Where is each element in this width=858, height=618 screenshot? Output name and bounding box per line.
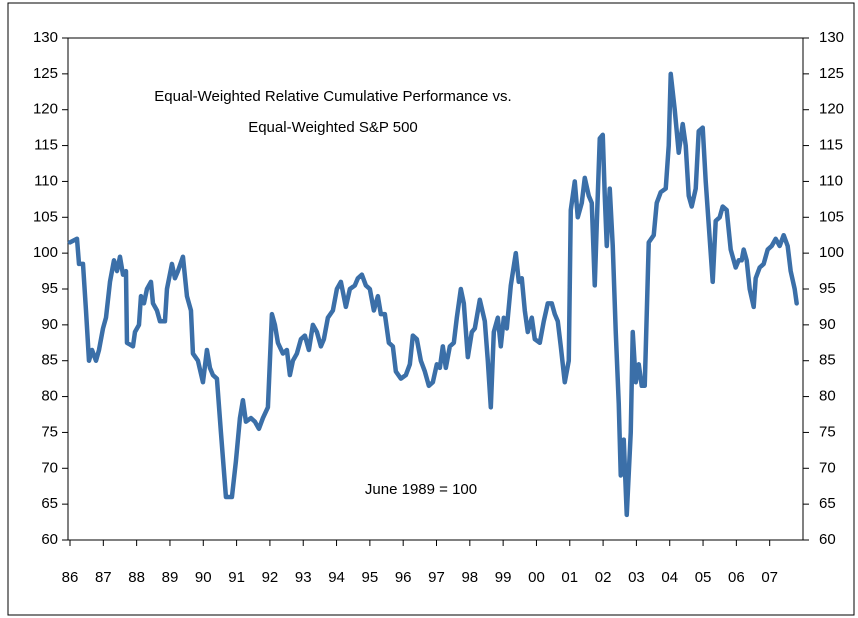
y2-tick-label: 90 [819, 316, 836, 333]
x-tick-label: 87 [95, 569, 112, 586]
y2-tick-label: 105 [819, 208, 844, 225]
y2-tick-label: 75 [819, 423, 836, 440]
x-tick-label: 86 [62, 569, 79, 586]
chart-border [7, 2, 855, 616]
x-tick-label: 89 [162, 569, 179, 586]
y-tick-label: 130 [33, 29, 58, 46]
x-tick-label: 96 [395, 569, 412, 586]
x-tick-label: 90 [195, 569, 212, 586]
y-tick-label: 100 [33, 244, 58, 261]
x-tick-label: 00 [528, 569, 545, 586]
y2-tick-label: 130 [819, 29, 844, 46]
series-line [67, 71, 799, 518]
x-tick-label: 07 [761, 569, 778, 586]
y-tick-label: 85 [41, 352, 58, 369]
x-tick-label: 01 [561, 569, 578, 586]
y2-tick-label: 65 [819, 495, 836, 512]
x-tick-label: 03 [628, 569, 645, 586]
x-tick-label: 88 [128, 569, 145, 586]
y2-tick-label: 110 [819, 172, 843, 189]
y-tick-label: 110 [34, 172, 58, 189]
x-tick-label: 92 [262, 569, 279, 586]
y-tick-label: 90 [41, 316, 58, 333]
y-tick-label: 95 [41, 280, 58, 297]
y2-tick-label: 125 [819, 65, 844, 82]
y2-tick-label: 60 [819, 531, 836, 548]
y-tick-label: 115 [34, 137, 58, 154]
x-tick-label: 05 [695, 569, 712, 586]
chart-title: Equal-Weighted S&P 500 [248, 119, 418, 136]
x-tick-label: 06 [728, 569, 745, 586]
x-tick-label: 04 [661, 569, 678, 586]
y-tick-label: 65 [41, 495, 58, 512]
y2-tick-label: 120 [819, 101, 844, 118]
y-tick-label: 105 [33, 208, 58, 225]
y2-tick-label: 95 [819, 280, 836, 297]
y2-tick-label: 100 [819, 244, 844, 261]
chart-title: Equal-Weighted Relative Cumulative Perfo… [154, 88, 511, 105]
y2-tick-label: 70 [819, 459, 836, 476]
x-tick-label: 95 [362, 569, 379, 586]
x-tick-label: 97 [428, 569, 445, 586]
x-tick-label: 98 [461, 569, 478, 586]
x-tick-label: 94 [328, 569, 345, 586]
x-tick-label: 02 [595, 569, 612, 586]
y-tick-label: 80 [41, 388, 58, 405]
y2-tick-label: 80 [819, 388, 836, 405]
y-tick-label: 60 [41, 531, 58, 548]
y-tick-label: 125 [33, 65, 58, 82]
y-tick-label: 120 [33, 101, 58, 118]
y2-tick-label: 115 [819, 137, 843, 154]
x-tick-label: 99 [495, 569, 512, 586]
annotation: June 1989 = 100 [365, 481, 477, 498]
y-tick-label: 70 [41, 459, 58, 476]
y2-tick-label: 85 [819, 352, 836, 369]
x-tick-label: 91 [228, 569, 245, 586]
plot-frame [67, 37, 804, 541]
x-tick-label: 93 [295, 569, 312, 586]
y-tick-label: 75 [41, 423, 58, 440]
